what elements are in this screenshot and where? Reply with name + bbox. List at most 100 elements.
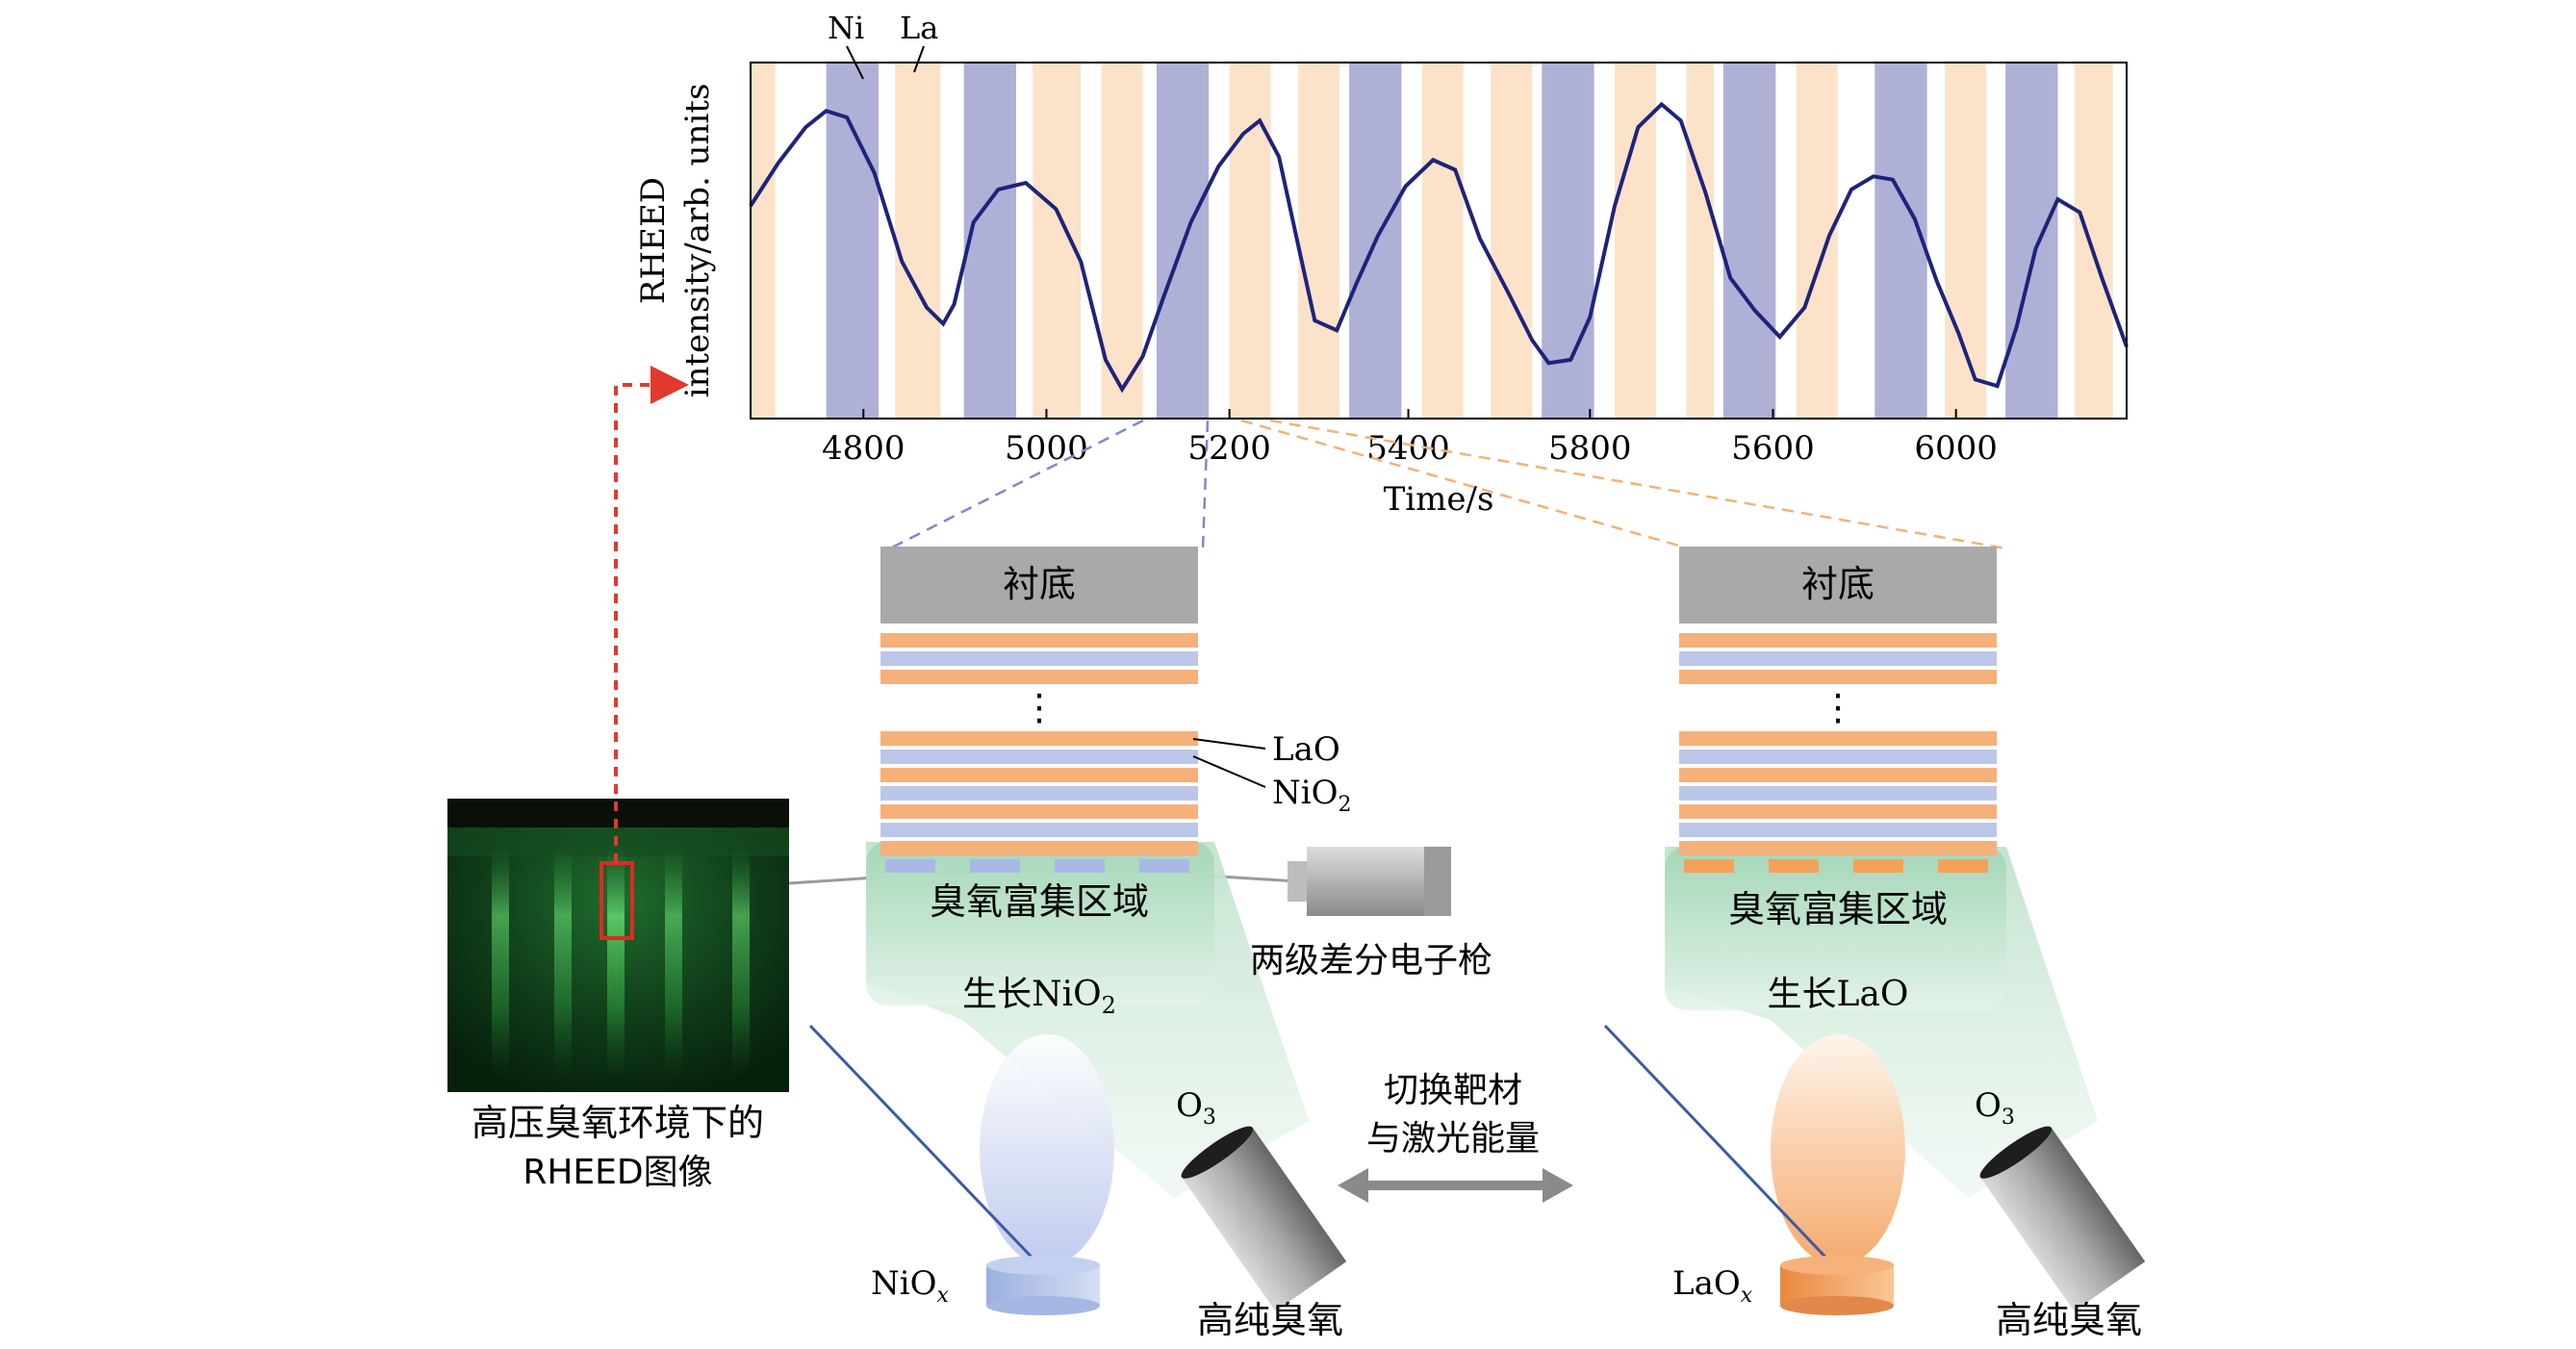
left-plume bbox=[980, 1034, 1114, 1265]
switch-double-arrow bbox=[1338, 1168, 1573, 1203]
x-tick-label: 6000 bbox=[1914, 429, 1998, 468]
growing-island bbox=[1055, 859, 1105, 873]
growing-island bbox=[885, 859, 935, 873]
y-label-line1: RHEED bbox=[634, 177, 673, 304]
left-laser bbox=[808, 1024, 1046, 1272]
right-assembly: 衬底 ⋮ 臭氧富集区域 生长LaO O3 LaOx 高纯臭氧 bbox=[1603, 547, 2146, 1341]
right-ozone-zone-label: 臭氧富集区域 bbox=[1728, 888, 1948, 930]
la-band bbox=[1796, 63, 1838, 419]
legend-ni: Ni bbox=[828, 10, 864, 46]
la-band bbox=[1033, 63, 1082, 419]
left-assembly: 衬底 ⋮ LaO NiO2 臭氧富集区域 生长NiO2 O3 NiOx 高纯臭氧 bbox=[808, 547, 1352, 1341]
left-ozone-zone bbox=[866, 842, 1214, 1005]
rheed-streak bbox=[732, 847, 750, 1078]
rheed-chart: 4800 5000 5200 5400 5800 5600 6000 Ni La RHEED… bbox=[634, 10, 2129, 519]
x-tick-label: 5600 bbox=[1731, 429, 1815, 468]
film-layer bbox=[880, 768, 1198, 782]
right-ozone-nozzle bbox=[1979, 1126, 2146, 1311]
la-band bbox=[751, 63, 776, 419]
film-layer bbox=[880, 786, 1198, 801]
left-target-label: NiOx bbox=[871, 1264, 950, 1308]
right-ellipsis: ⋮ bbox=[1820, 686, 1856, 728]
x-tick-label: 4800 bbox=[822, 429, 905, 468]
left-layer-stack bbox=[880, 633, 1198, 873]
rheed-caption-line1: 高压臭氧环境下的 bbox=[472, 1102, 764, 1144]
film-layer bbox=[1679, 786, 1997, 801]
x-tick-label: 5000 bbox=[1005, 429, 1088, 468]
switch-label-line2: 与激光能量 bbox=[1366, 1119, 1540, 1158]
right-target bbox=[1780, 1256, 1894, 1315]
la-band bbox=[1101, 63, 1143, 419]
right-ozone-zone bbox=[1665, 847, 2006, 1010]
la-band bbox=[1686, 63, 1714, 419]
growing-island bbox=[1139, 859, 1189, 873]
x-tick-label: 5800 bbox=[1548, 429, 1632, 468]
film-layer bbox=[880, 750, 1198, 764]
right-pure-ozone-label: 高纯臭氧 bbox=[1996, 1299, 2142, 1341]
ni-band bbox=[1542, 63, 1594, 419]
film-layer bbox=[1679, 841, 1997, 855]
la-band bbox=[1615, 63, 1656, 419]
right-o3-label: O3 bbox=[1975, 1086, 2015, 1130]
nio2-label: NiO2 bbox=[1272, 774, 1352, 817]
film-layer bbox=[880, 670, 1198, 684]
ni-band bbox=[1875, 63, 1927, 419]
right-plume bbox=[1771, 1034, 1905, 1265]
film-layer bbox=[1679, 633, 1997, 648]
electron-gun bbox=[1288, 847, 1451, 916]
red-link-arrow bbox=[614, 366, 689, 863]
legend-la: La bbox=[900, 10, 938, 46]
rheed-streak bbox=[665, 847, 682, 1078]
film-layer bbox=[880, 731, 1198, 746]
lao-label: LaO bbox=[1272, 730, 1340, 769]
left-ellipsis: ⋮ bbox=[1021, 686, 1058, 728]
rheed-streak bbox=[607, 847, 625, 1078]
film-layer bbox=[1679, 651, 1997, 666]
switch-label-line1: 切换靶材 bbox=[1384, 1071, 1522, 1110]
right-layer-stack bbox=[1679, 633, 1997, 873]
rheed-caption-line2: RHEED图像 bbox=[523, 1153, 712, 1192]
ni-band bbox=[2005, 63, 2058, 419]
right-substrate bbox=[1679, 547, 1997, 624]
ni-band bbox=[963, 63, 1016, 419]
ni-band bbox=[1723, 63, 1776, 419]
left-substrate-label: 衬底 bbox=[1003, 563, 1076, 605]
x-ticks: 4800 5000 5200 5400 5800 5600 6000 bbox=[822, 409, 1998, 468]
film-layer bbox=[1679, 731, 1997, 746]
left-ozone-zone-label: 臭氧富集区域 bbox=[930, 880, 1149, 923]
left-growth-label: 生长NiO2 bbox=[962, 975, 1116, 1019]
x-axis-label: Time/s bbox=[1384, 480, 1494, 519]
la-band bbox=[895, 63, 941, 419]
film-layer bbox=[880, 633, 1198, 648]
la-band bbox=[2074, 63, 2113, 419]
plot-frame bbox=[750, 62, 2128, 420]
right-target-label: LaOx bbox=[1672, 1264, 1753, 1308]
y-axis-label: RHEED intensity/arb. units bbox=[634, 84, 717, 398]
la-band bbox=[1491, 63, 1533, 419]
x-tick-label: 5400 bbox=[1366, 429, 1450, 468]
film-layer bbox=[1679, 768, 1997, 782]
la-band bbox=[1421, 63, 1464, 419]
left-target bbox=[986, 1256, 1100, 1315]
rheed-streak bbox=[554, 847, 572, 1078]
growing-island bbox=[1684, 859, 1734, 873]
legend-ni-pointer bbox=[846, 45, 864, 80]
film-layer bbox=[1679, 823, 1997, 837]
chart-bands bbox=[751, 63, 2113, 419]
film-layer bbox=[880, 651, 1198, 666]
film-layer bbox=[880, 823, 1198, 837]
left-o3-label: O3 bbox=[1176, 1086, 1216, 1130]
growing-island bbox=[1853, 859, 1903, 873]
left-pure-ozone-label: 高纯臭氧 bbox=[1197, 1299, 1343, 1341]
growing-island bbox=[1769, 859, 1819, 873]
film-layer bbox=[1679, 804, 1997, 819]
rheed-streak bbox=[492, 847, 509, 1078]
electron-gun-label: 两级差分电子枪 bbox=[1250, 941, 1492, 980]
film-layer bbox=[1679, 750, 1997, 764]
growing-island bbox=[970, 859, 1020, 873]
film-layer bbox=[1679, 670, 1997, 684]
lao-pointer bbox=[1192, 738, 1266, 750]
film-layer bbox=[880, 804, 1198, 819]
projection-lines bbox=[889, 419, 2007, 550]
